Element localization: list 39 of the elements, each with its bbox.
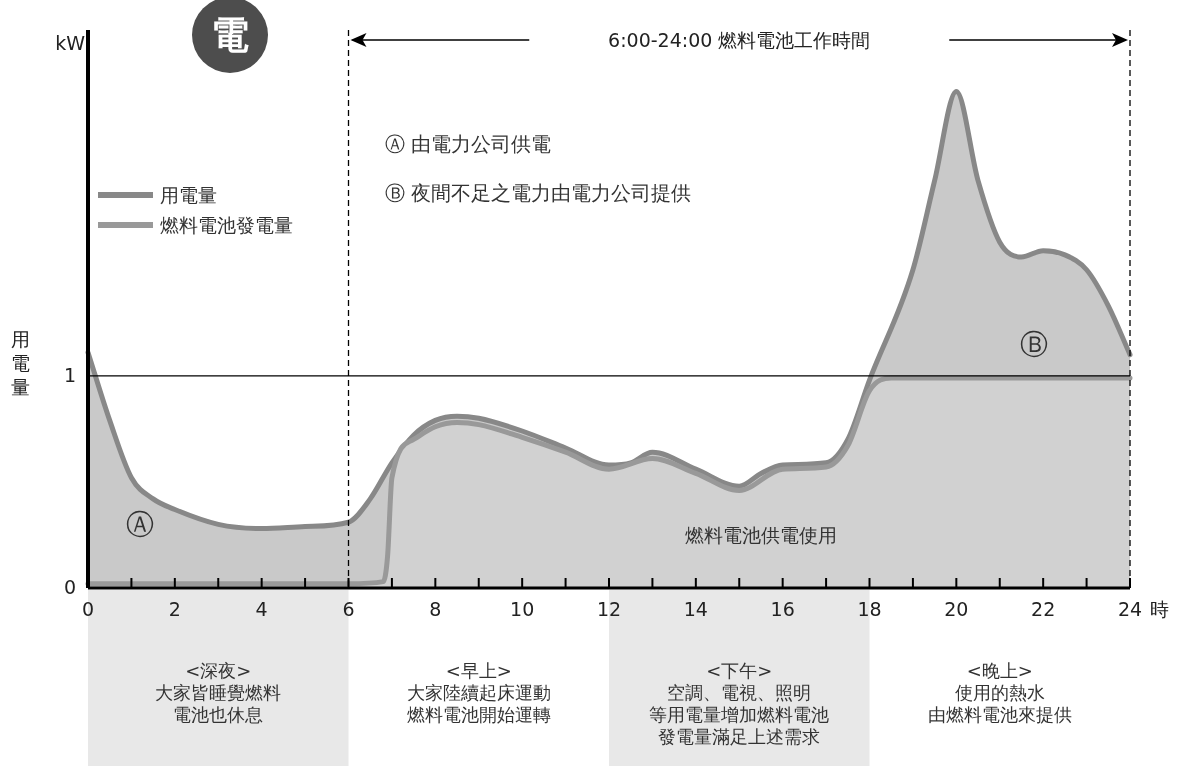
y-tick-label: 1	[63, 363, 76, 386]
text: 由燃料電池來提供	[927, 704, 1072, 725]
x-axis-title: 時	[1150, 598, 1169, 620]
text: 等用電量增加燃料電池	[649, 704, 830, 725]
annotation: Ⓑ 夜間不足之電力由電力公司提供	[385, 181, 692, 205]
text: kW	[55, 32, 86, 54]
text: <深夜>	[185, 660, 252, 681]
legend-label: 燃料電池發電量	[160, 214, 293, 236]
x-tick-label: 14	[683, 598, 708, 620]
text: 大家陸續起床運動	[406, 682, 551, 703]
annotation: 6:00-24:00 燃料電池工作時間	[608, 29, 871, 51]
text: 大家皆睡覺燃料	[155, 682, 282, 703]
x-tick-label: 16	[770, 598, 795, 620]
text: <早上>	[445, 660, 512, 681]
text: 燃料電池開始運轉	[406, 704, 551, 725]
x-tick-label: 20	[944, 598, 969, 620]
text: 發電量滿足上述需求	[658, 726, 821, 747]
x-tick-label: 0	[81, 598, 95, 620]
x-tick-label: 8	[429, 598, 442, 620]
y-axis-title: 用電量	[10, 327, 30, 398]
text: <晚上>	[966, 660, 1033, 681]
x-tick-label: 2	[168, 598, 181, 620]
x-tick-label: 6	[342, 598, 355, 620]
x-tick-label: 22	[1031, 598, 1056, 620]
annotation: Ⓐ	[126, 508, 155, 542]
annotation: Ⓑ	[1020, 328, 1049, 362]
text: <下午>	[706, 660, 773, 681]
x-tick-label: 24	[1117, 598, 1143, 620]
text: 使用的熱水	[954, 682, 1045, 703]
x-tick-label: 18	[857, 598, 882, 620]
legend-label: 用電量	[160, 184, 217, 206]
annotation: 電	[211, 13, 249, 57]
x-tick-label: 4	[255, 598, 268, 620]
x-tick-label: 10	[510, 598, 535, 620]
x-tick-label: 12	[596, 598, 622, 620]
annotation: Ⓐ 由電力公司供電	[385, 132, 552, 156]
annotation: 燃料電池供電使用	[684, 523, 837, 546]
text: 空調、電視、照明	[667, 682, 812, 703]
text: 電池也休息	[173, 704, 264, 725]
